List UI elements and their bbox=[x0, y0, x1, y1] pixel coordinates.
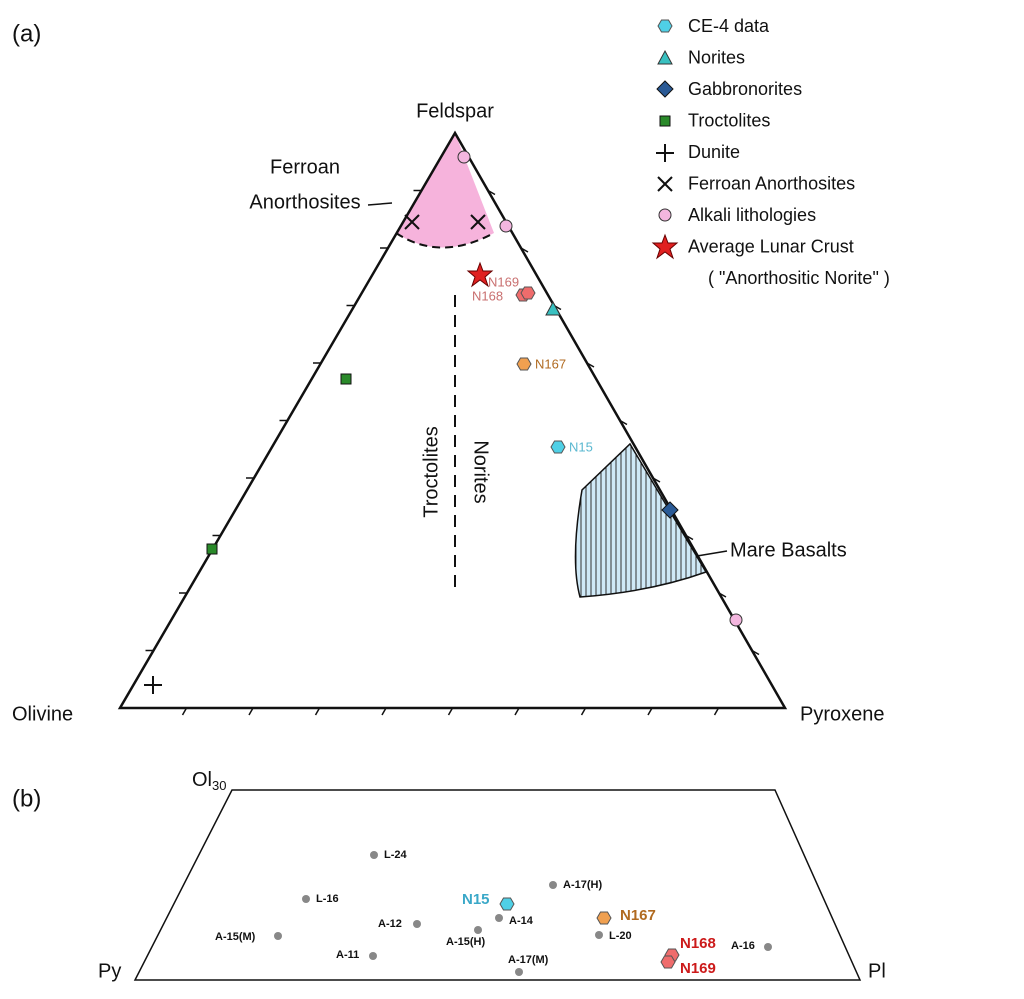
legend-label: Average Lunar Crust bbox=[688, 236, 854, 256]
point-label: N168 bbox=[680, 935, 716, 952]
leader bbox=[696, 550, 728, 557]
x-marker bbox=[470, 214, 486, 230]
annotation: Mare Basalts bbox=[730, 539, 847, 561]
annotation: Anorthosites bbox=[249, 191, 360, 213]
point-label: A-16 bbox=[731, 940, 755, 952]
norite-marker bbox=[545, 300, 561, 316]
point bbox=[302, 895, 310, 903]
markers bbox=[144, 214, 486, 694]
point bbox=[764, 943, 772, 951]
troctolite-marker bbox=[206, 543, 218, 555]
point-label: L-16 bbox=[316, 893, 339, 905]
panel-label: (a) bbox=[12, 20, 41, 47]
panel-label: (b) bbox=[12, 785, 41, 812]
legend-marker bbox=[659, 115, 671, 127]
corner-label: Pl bbox=[868, 960, 886, 982]
point bbox=[474, 926, 482, 934]
point-label: N15 bbox=[462, 891, 490, 908]
legend-label: Troctolites bbox=[688, 110, 770, 130]
point-label: N168 bbox=[472, 288, 503, 303]
point-label: N15 bbox=[569, 439, 593, 454]
leader bbox=[367, 202, 393, 206]
corner-label: Ol bbox=[192, 769, 212, 791]
point-label: A-17(H) bbox=[563, 879, 602, 891]
subscript: 30 bbox=[212, 778, 226, 793]
star-marker bbox=[466, 261, 494, 288]
point bbox=[495, 914, 503, 922]
legend-label: Ferroan Anorthosites bbox=[688, 173, 855, 193]
alkali-marker bbox=[729, 613, 743, 627]
legend-marker bbox=[658, 208, 672, 222]
point bbox=[499, 897, 515, 911]
point bbox=[595, 931, 603, 939]
trapezoid bbox=[133, 789, 862, 981]
vertex-label: Feldspar bbox=[416, 100, 494, 122]
point-label: A-14 bbox=[509, 915, 534, 927]
hex-marker bbox=[516, 357, 532, 371]
legend-marker bbox=[656, 80, 674, 98]
triangle bbox=[117, 130, 788, 710]
legend-label: Norites bbox=[688, 47, 745, 67]
points: L-24 L-16 A-17(H) N15 A-12 A-14 A-15(H) N167 L-2… bbox=[215, 849, 772, 977]
legend-label: Alkali lithologies bbox=[688, 205, 816, 225]
vertex-label: Pyroxene bbox=[800, 703, 885, 725]
legend-label: Gabbronorites bbox=[688, 79, 802, 99]
legend-marker bbox=[657, 176, 673, 192]
point-label: L-24 bbox=[384, 849, 408, 861]
legend-label: Dunite bbox=[688, 142, 740, 162]
point-label: A-12 bbox=[378, 918, 402, 930]
point-label: L-20 bbox=[609, 930, 632, 942]
point-label: N169 bbox=[488, 274, 519, 289]
point-label: A-17(M) bbox=[508, 954, 549, 966]
hex-marker bbox=[520, 286, 536, 300]
legend-label: ( "Anorthositic Norite" ) bbox=[708, 268, 890, 288]
point-label: A-15(M) bbox=[215, 931, 256, 943]
point-label: N167 bbox=[535, 356, 566, 371]
legend-marker bbox=[651, 233, 679, 260]
troctolite-marker bbox=[340, 373, 352, 385]
ferroan-region bbox=[396, 133, 494, 248]
annotation: Norites bbox=[470, 440, 492, 503]
point-label: A-11 bbox=[336, 949, 359, 961]
point bbox=[549, 881, 557, 889]
point bbox=[274, 932, 282, 940]
point-label: N169 bbox=[680, 960, 716, 977]
vertex-label: Olivine bbox=[12, 703, 73, 725]
point bbox=[515, 968, 523, 976]
axis-ticks bbox=[145, 189, 760, 716]
annotation: Troctolites bbox=[420, 426, 442, 518]
corner-label: Ol30 bbox=[192, 769, 226, 793]
legend-label: CE-4 data bbox=[688, 16, 770, 36]
corner-label: Py bbox=[98, 960, 121, 982]
point bbox=[596, 911, 612, 925]
x-marker bbox=[404, 214, 420, 230]
annotation: Ferroan bbox=[270, 156, 340, 178]
alkali-marker bbox=[457, 150, 471, 164]
point-label: A-15(H) bbox=[446, 936, 485, 948]
legend-marker bbox=[657, 19, 673, 33]
point bbox=[660, 955, 676, 969]
alkali-marker bbox=[499, 219, 513, 233]
point-label: N167 bbox=[620, 907, 656, 924]
mare-region bbox=[574, 442, 708, 598]
point bbox=[370, 851, 378, 859]
legend-marker bbox=[657, 49, 673, 65]
legend: CE-4 data Norites Gabbronorites Troctolites… bbox=[688, 16, 890, 288]
gabbronorite-marker bbox=[661, 501, 679, 519]
point bbox=[413, 920, 421, 928]
hex-marker bbox=[550, 440, 566, 454]
point bbox=[369, 952, 377, 960]
